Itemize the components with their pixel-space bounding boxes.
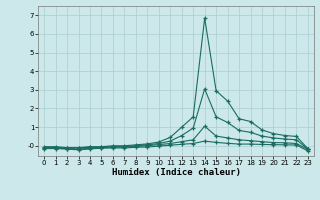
X-axis label: Humidex (Indice chaleur): Humidex (Indice chaleur) [111, 168, 241, 177]
